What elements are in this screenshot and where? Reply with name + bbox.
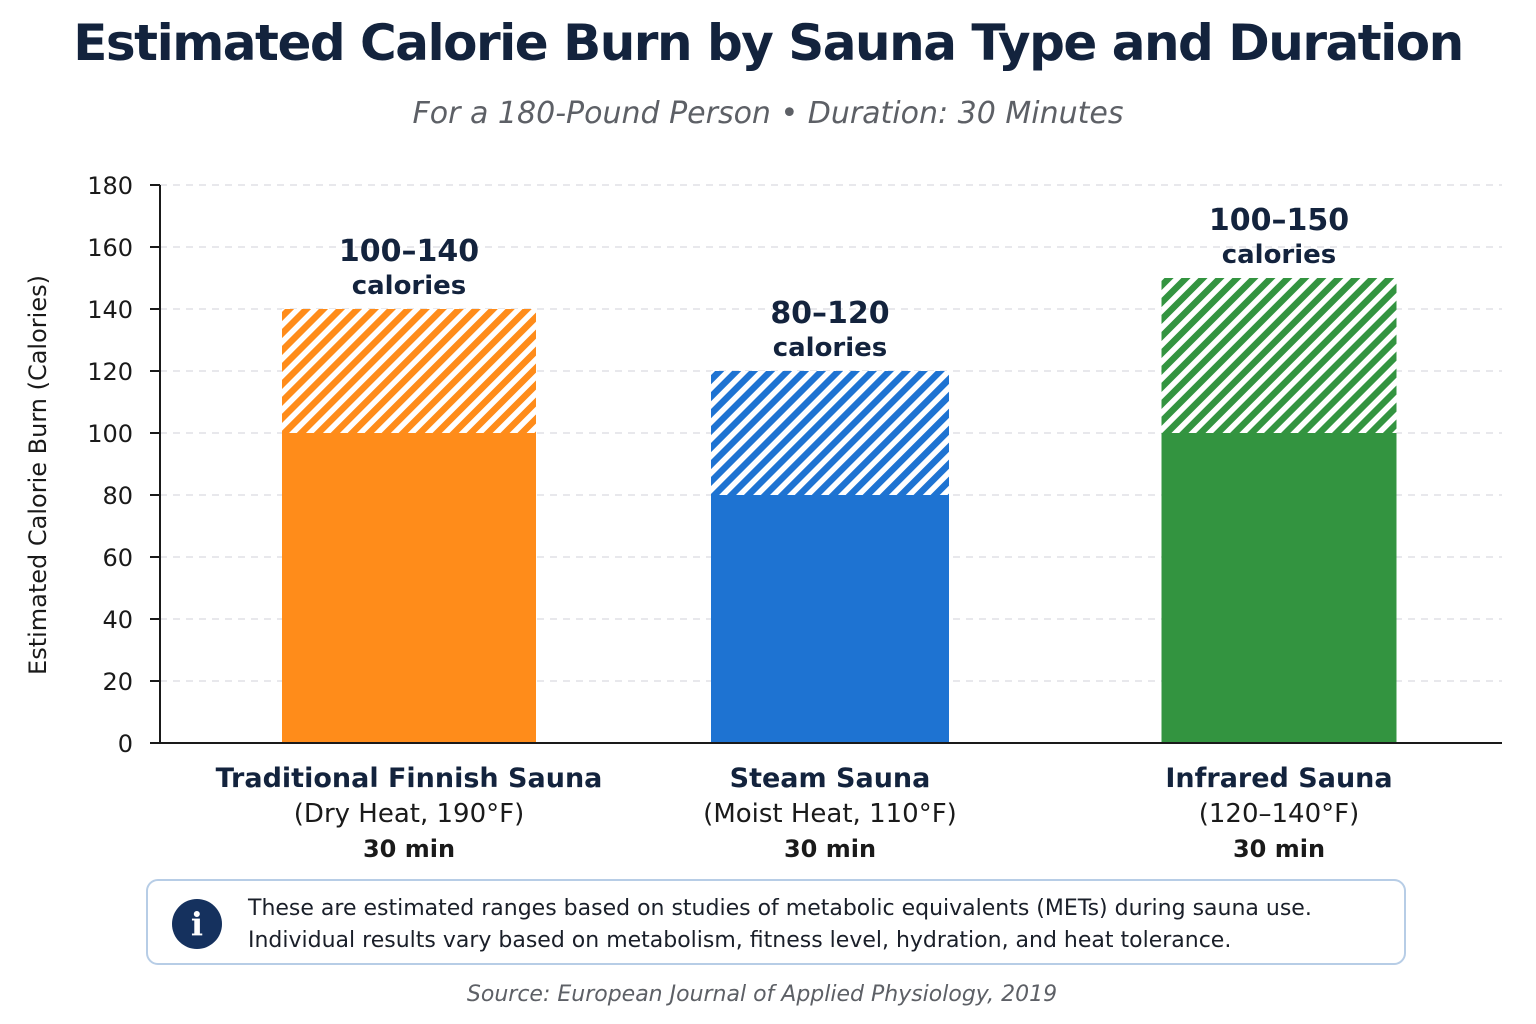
bar-solid-1	[282, 433, 536, 743]
source-citation: Source: European Journal of Applied Phys…	[466, 982, 1058, 1007]
y-axis-title: Estimated Calorie Burn (Calories)	[24, 275, 52, 675]
bar-range-3	[1161, 278, 1397, 433]
x-tick-duration: 30 min	[1233, 835, 1325, 863]
axes: 0 20 40 60 80 100 120 140 160 180 Estimated Calori…	[24, 172, 1502, 758]
x-tick-label: Steam Sauna	[730, 763, 931, 794]
data-label-range: 100–150	[1209, 203, 1349, 238]
labels: 100–140calories80–120calories100–150calo…	[216, 203, 1393, 863]
y-tick-label: 60	[102, 544, 133, 572]
chart-subtitle: For a 180-Pound Person • Duration: 30 Mi…	[412, 96, 1124, 131]
data-label-unit: calories	[773, 333, 888, 363]
x-tick-duration: 30 min	[784, 835, 876, 863]
data-label-range: 100–140	[339, 234, 479, 269]
bar-range-1	[282, 309, 536, 433]
y-tick-label: 140	[87, 296, 133, 324]
y-tick-label: 0	[118, 730, 133, 758]
y-tick-label: 180	[87, 172, 133, 200]
info-icon: i	[172, 899, 222, 949]
x-tick-detail: (120–140°F)	[1199, 799, 1360, 829]
bar-chart: 0 20 40 60 80 100 120 140 160 180 Estimated Calori…	[24, 172, 1502, 863]
x-tick-duration: 30 min	[363, 835, 455, 863]
y-tick-label: 120	[87, 358, 133, 386]
chart-title: Estimated Calorie Burn by Sauna Type and…	[73, 14, 1464, 72]
bar-range-2	[711, 371, 949, 495]
y-tick-label: 40	[102, 606, 133, 634]
x-tick-detail: (Moist Heat, 110°F)	[703, 799, 957, 829]
x-tick-label: Infrared Sauna	[1165, 763, 1392, 794]
x-tick-label: Traditional Finnish Sauna	[216, 763, 603, 794]
info-note: i These are estimated ranges based on st…	[146, 879, 1406, 965]
data-label-unit: calories	[1222, 240, 1337, 270]
data-label-unit: calories	[352, 271, 467, 301]
note-line-1: These are estimated ranges based on stud…	[248, 896, 1312, 921]
y-tick-label: 160	[87, 234, 133, 262]
note-text: These are estimated ranges based on stud…	[248, 893, 1388, 957]
x-tick-detail: (Dry Heat, 190°F)	[294, 799, 524, 829]
y-tick-label: 80	[102, 482, 133, 510]
data-label-range: 80–120	[770, 296, 889, 331]
note-line-2: Individual results vary based on metabol…	[248, 928, 1232, 953]
bars	[282, 278, 1397, 743]
bar-solid-3	[1161, 433, 1397, 743]
y-tick-label: 20	[102, 668, 133, 696]
bar-solid-2	[711, 495, 949, 743]
y-tick-label: 100	[87, 420, 133, 448]
